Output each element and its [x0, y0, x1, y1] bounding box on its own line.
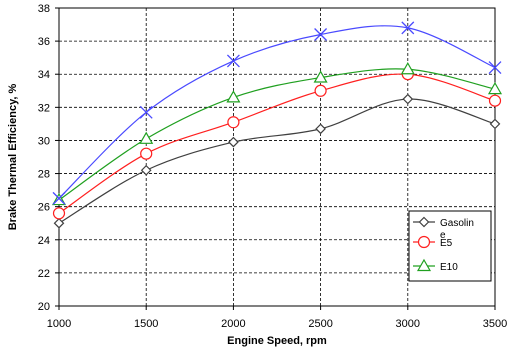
data-point-e5: [227, 116, 240, 129]
data-point-series-4: [314, 28, 328, 41]
x-tick-label: 3500: [483, 318, 507, 330]
series-series-4: [52, 21, 502, 205]
y-tick-label: 34: [38, 69, 50, 81]
data-point-e5: [314, 84, 327, 97]
series-e10: [51, 62, 503, 206]
data-point-e10: [226, 90, 241, 103]
data-point-series-4: [488, 61, 502, 75]
marker-stroke: [226, 54, 240, 68]
x-tick-label: 2000: [221, 318, 245, 330]
x-tick-label: 2500: [308, 318, 332, 330]
y-tick-label: 24: [38, 235, 50, 247]
series-line-e5: [58, 73, 496, 214]
series-layer: [51, 21, 503, 229]
x-tick-label: 1500: [134, 318, 158, 330]
x-tick-label: 3000: [396, 318, 420, 330]
data-point-gasoline: [140, 164, 152, 176]
data-point-gasoline: [228, 136, 239, 148]
y-tick-label: 30: [38, 135, 50, 147]
series-gasoline: [53, 93, 501, 229]
axes: 20 22 24 26 28 30 32 34 36 38 1000 1500 2000 2500 3000…: [38, 3, 507, 330]
legend-label-gasoline: Gasolin: [440, 218, 474, 229]
data-point-e5: [140, 147, 153, 160]
data-point-gasoline: [402, 93, 414, 105]
data-point-gasoline: [315, 123, 326, 135]
y-tick-label: 20: [38, 301, 50, 313]
data-point-e10: [139, 131, 154, 144]
plot-border: [58, 7, 496, 307]
series-line-series-4: [58, 25, 496, 199]
legend-label-e5: E5: [440, 238, 453, 249]
y-axis-title: Brake Thermal Efficiency, %: [7, 84, 19, 231]
y-tick-label: 36: [38, 36, 50, 48]
legend-label-e10: E10: [440, 262, 458, 273]
y-tick-label: 22: [38, 268, 50, 280]
y-tick-label: 32: [38, 102, 50, 114]
marker-stroke: [488, 61, 502, 75]
data-point-e10: [487, 81, 503, 95]
data-point-gasoline: [489, 118, 501, 130]
y-tick-label: 38: [38, 3, 50, 15]
data-point-series-4: [52, 191, 66, 205]
data-point-gasoline: [53, 217, 65, 229]
series-line-e10: [58, 68, 496, 201]
x-axis-title: Engine Speed, rpm: [227, 335, 327, 347]
legend-label-gasoline: e: [440, 230, 446, 241]
legend-marker-e5: [417, 235, 431, 249]
data-point-e5: [52, 207, 66, 220]
legend-marker-e10: [416, 258, 432, 272]
series-line-gasoline: [58, 98, 496, 224]
legend-marker-gasoline: [418, 216, 430, 228]
marker-stroke: [314, 28, 328, 41]
x-tick-label: 1000: [47, 318, 71, 330]
data-point-series-4: [139, 105, 153, 119]
y-tick-label: 26: [38, 202, 50, 214]
data-point-series-4: [226, 54, 240, 68]
data-point-e10: [313, 70, 328, 83]
y-tick-label: 28: [38, 169, 50, 181]
marker-stroke: [139, 105, 153, 119]
data-point-e10: [400, 62, 415, 75]
marker-stroke: [52, 191, 66, 205]
marker-stroke: [401, 21, 415, 35]
data-point-e5: [488, 94, 502, 107]
data-point-series-4: [401, 21, 415, 35]
